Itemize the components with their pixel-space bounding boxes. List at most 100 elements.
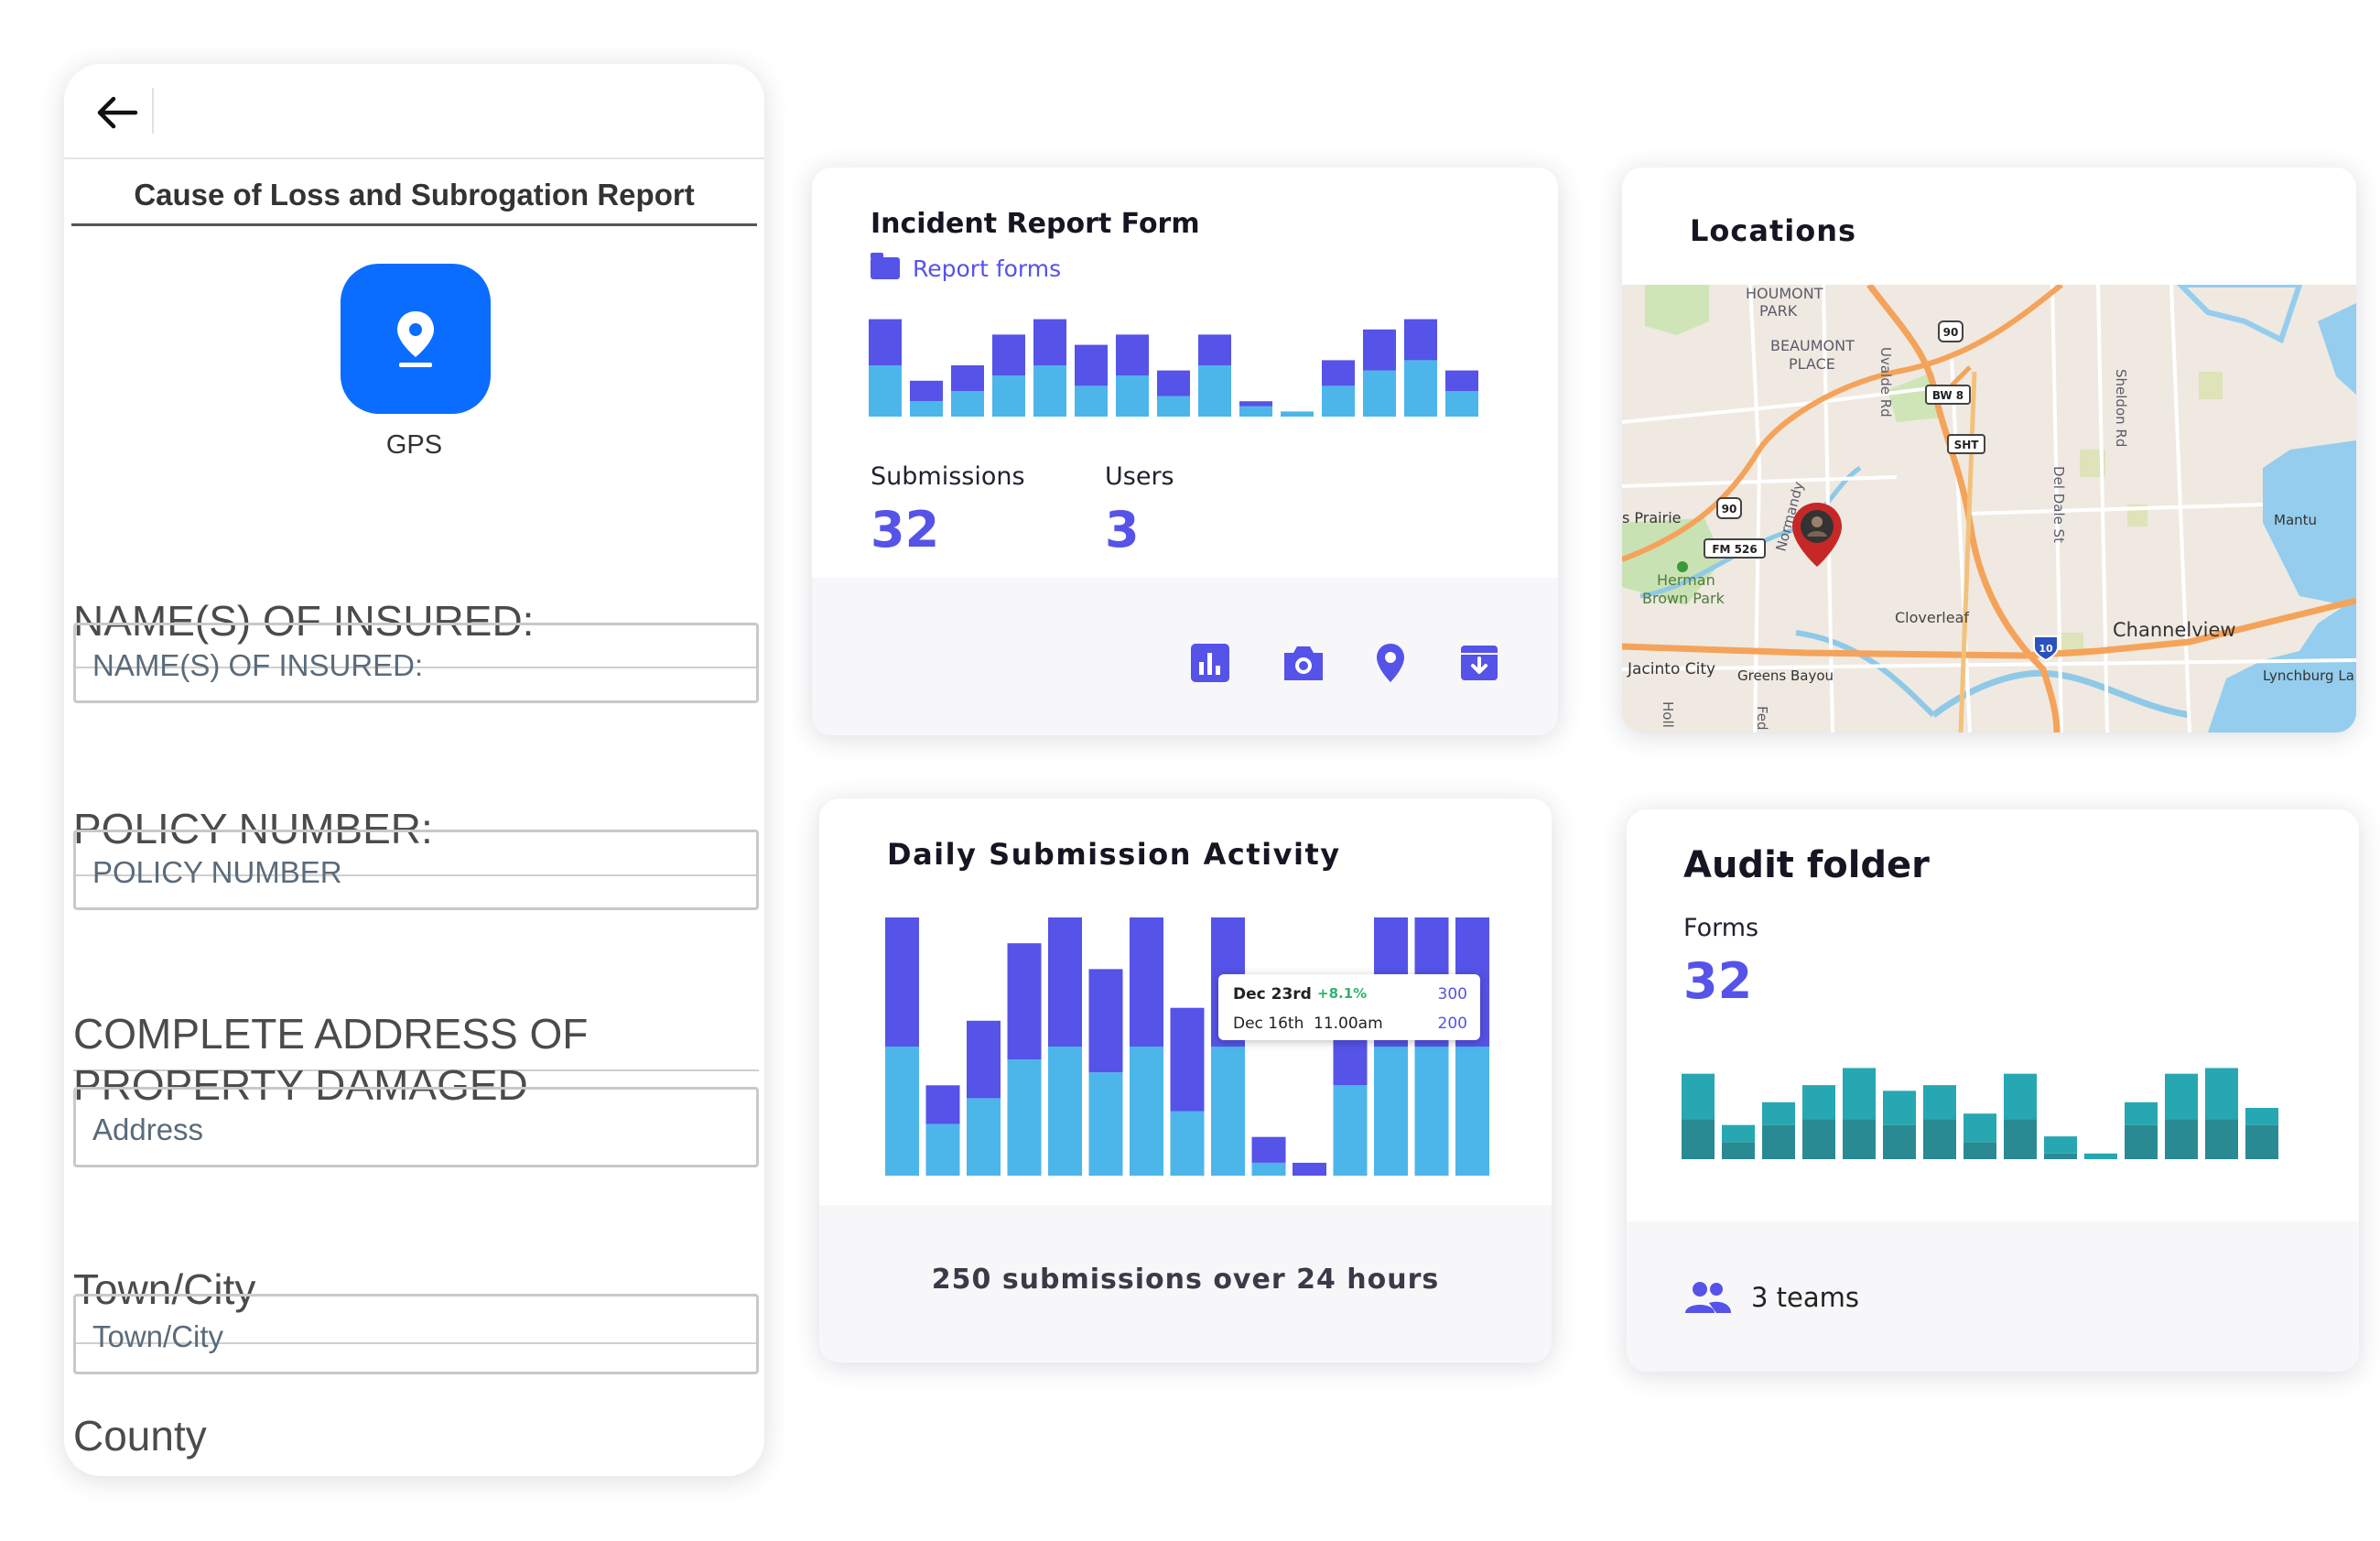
locations-map[interactable]: HOUMONT PARK BEAUMONT PLACE s Prairie He… bbox=[1622, 285, 2356, 733]
bar-segment-1-0 bbox=[1722, 1142, 1755, 1159]
question-label: County bbox=[73, 1412, 207, 1460]
bar-segment-12-0 bbox=[1374, 1047, 1408, 1176]
bar-segment-8-1 bbox=[2004, 1073, 2037, 1120]
submissions-summary: 250 submissions over 24 hours bbox=[931, 1264, 1440, 1296]
bar-segment-9-1 bbox=[1239, 401, 1272, 407]
map-shield-i10: 10 bbox=[2039, 643, 2053, 655]
report-forms-label: Report forms bbox=[913, 255, 1062, 282]
bar-segment-12-0 bbox=[1363, 370, 1396, 417]
bar-segment-0-1 bbox=[885, 917, 919, 1047]
tooltip-time: 11.00am bbox=[1314, 1015, 1383, 1033]
bar-segment-7-1 bbox=[1157, 370, 1190, 396]
map-label-herman: Herman bbox=[1657, 571, 1715, 589]
bar-segment-4-0 bbox=[1048, 1047, 1082, 1176]
address-input[interactable]: Address bbox=[73, 1087, 759, 1167]
location-pin-icon[interactable] bbox=[1374, 642, 1407, 684]
bar-segment-1-1 bbox=[925, 1085, 960, 1124]
bar-segment-13-1 bbox=[1404, 319, 1437, 361]
bar-segment-6-1 bbox=[1923, 1085, 1956, 1120]
bar-segment-5-0 bbox=[1088, 1072, 1123, 1176]
archive-download-icon[interactable] bbox=[1458, 642, 1500, 684]
users-value: 3 bbox=[1105, 501, 1140, 559]
card-title: Locations bbox=[1690, 213, 1857, 248]
map-label-lynchburg: Lynchburg La bbox=[2263, 667, 2354, 684]
card-title: Incident Report Form bbox=[871, 208, 1200, 240]
bar-segment-7-0 bbox=[1170, 1111, 1205, 1176]
map-label-houmont: HOUMONT bbox=[1746, 285, 1823, 302]
bar-segment-7-0 bbox=[1964, 1142, 1996, 1159]
bar-segment-9-0 bbox=[2044, 1153, 2077, 1159]
bar-segment-0-1 bbox=[1682, 1073, 1715, 1120]
bar-segment-10-1 bbox=[2084, 1153, 2117, 1159]
insured-names-input[interactable]: NAME(S) OF INSURED: bbox=[73, 623, 759, 703]
bar-segment-3-0 bbox=[992, 375, 1025, 417]
town-city-input[interactable]: Town/City bbox=[73, 1294, 759, 1374]
map-label-holl: Holl bbox=[1660, 701, 1676, 728]
form-title: Cause of Loss and Subrogation Report bbox=[71, 159, 757, 226]
bar-segment-13-0 bbox=[1414, 1047, 1449, 1176]
map-shield-90-north: 90 bbox=[1943, 326, 1959, 339]
bar-segment-12-1 bbox=[1363, 329, 1396, 371]
question-label-line1: COMPLETE ADDRESS OF bbox=[73, 1010, 589, 1058]
bar-segment-2-0 bbox=[967, 1098, 1001, 1176]
map-label-mantu: Mantu bbox=[2274, 512, 2317, 528]
bar-segment-0-0 bbox=[1682, 1119, 1715, 1159]
bar-segment-14-1 bbox=[2245, 1108, 2278, 1125]
bar-segment-7-0 bbox=[1157, 396, 1190, 417]
mobile-form-panel: Cause of Loss and Subrogation Report GPS… bbox=[64, 64, 764, 1476]
bar-segment-6-1 bbox=[1130, 917, 1163, 1047]
audit-card-footer: 3 teams bbox=[1627, 1221, 2359, 1372]
bar-segment-11-0 bbox=[1322, 385, 1355, 417]
bar-segment-6-0 bbox=[1116, 375, 1149, 417]
bar-segment-12-1 bbox=[2165, 1073, 2198, 1120]
daily-activity-bar-chart bbox=[885, 917, 1489, 1176]
bar-segment-5-0 bbox=[1075, 385, 1108, 417]
bar-segment-3-1 bbox=[992, 334, 1025, 376]
question-label-line2: PROPERTY DAMAGED bbox=[73, 1061, 528, 1109]
map-label-uvalde: Uvalde Rd bbox=[1877, 347, 1894, 418]
map-label-fed: Fed bbox=[1754, 706, 1770, 731]
map-shield-fm526: FM 526 bbox=[1712, 543, 1757, 556]
incident-report-card[interactable]: Incident Report Form Report forms Submis… bbox=[812, 168, 1558, 735]
bar-segment-8-1 bbox=[1198, 334, 1231, 365]
bar-segment-2-0 bbox=[1762, 1124, 1795, 1159]
map-shield-90-west: 90 bbox=[1722, 503, 1737, 515]
policy-number-input[interactable]: POLICY NUMBER bbox=[73, 830, 759, 910]
map-label-del-dale: Del Dale St bbox=[2050, 466, 2067, 543]
topbar-divider bbox=[152, 88, 154, 134]
map-label-greens-bayou: Greens Bayou bbox=[1737, 667, 1834, 684]
map-label-jacinto-city: Jacinto City bbox=[1627, 660, 1715, 678]
question-insured-names: NAME(S) OF INSURED: bbox=[73, 529, 759, 668]
map-label-beaumont: BEAUMONT bbox=[1770, 337, 1855, 354]
incident-bar-chart bbox=[869, 319, 1478, 417]
locations-card[interactable]: Locations HOUMONT bbox=[1622, 168, 2356, 733]
gps-button[interactable] bbox=[341, 264, 491, 414]
question-policy-number: POLICY NUMBER: bbox=[73, 737, 759, 876]
question-label: Town/City bbox=[73, 1265, 256, 1313]
map-label-brown-park: Brown Park bbox=[1642, 590, 1726, 607]
bar-segment-7-1 bbox=[1964, 1113, 1996, 1143]
tooltip-value-2: 200 bbox=[1437, 1015, 1467, 1033]
map-label-sheldon: Sheldon Rd bbox=[2113, 369, 2129, 447]
card-title: Daily Submission Activity bbox=[887, 837, 1341, 872]
back-arrow-icon[interactable] bbox=[93, 92, 139, 134]
question-label: NAME(S) OF INSURED: bbox=[73, 597, 535, 645]
bar-segment-9-0 bbox=[1251, 1162, 1286, 1176]
bar-chart-icon[interactable] bbox=[1189, 642, 1231, 684]
question-label: POLICY NUMBER: bbox=[73, 805, 433, 852]
bar-segment-11-0 bbox=[2125, 1124, 2158, 1159]
bar-segment-0-0 bbox=[885, 1047, 919, 1176]
bar-segment-4-1 bbox=[1843, 1068, 1876, 1120]
bar-segment-12-0 bbox=[2165, 1119, 2198, 1159]
daily-activity-card[interactable]: Daily Submission Activity Dec 23rd +8.1%… bbox=[819, 798, 1552, 1362]
bar-segment-8-0 bbox=[1198, 365, 1231, 417]
camera-icon[interactable] bbox=[1281, 642, 1326, 684]
audit-folder-card[interactable]: Audit folder Forms 32 3 teams bbox=[1627, 809, 2359, 1372]
submissions-value: 32 bbox=[871, 501, 940, 559]
location-marker-icon[interactable] bbox=[1792, 503, 1842, 567]
report-forms-link[interactable]: Report forms bbox=[871, 253, 1062, 282]
bar-segment-4-0 bbox=[1033, 365, 1066, 417]
incident-card-footer bbox=[812, 578, 1558, 735]
bar-segment-10-1 bbox=[1293, 1162, 1326, 1176]
bar-segment-11-1 bbox=[1322, 360, 1355, 386]
